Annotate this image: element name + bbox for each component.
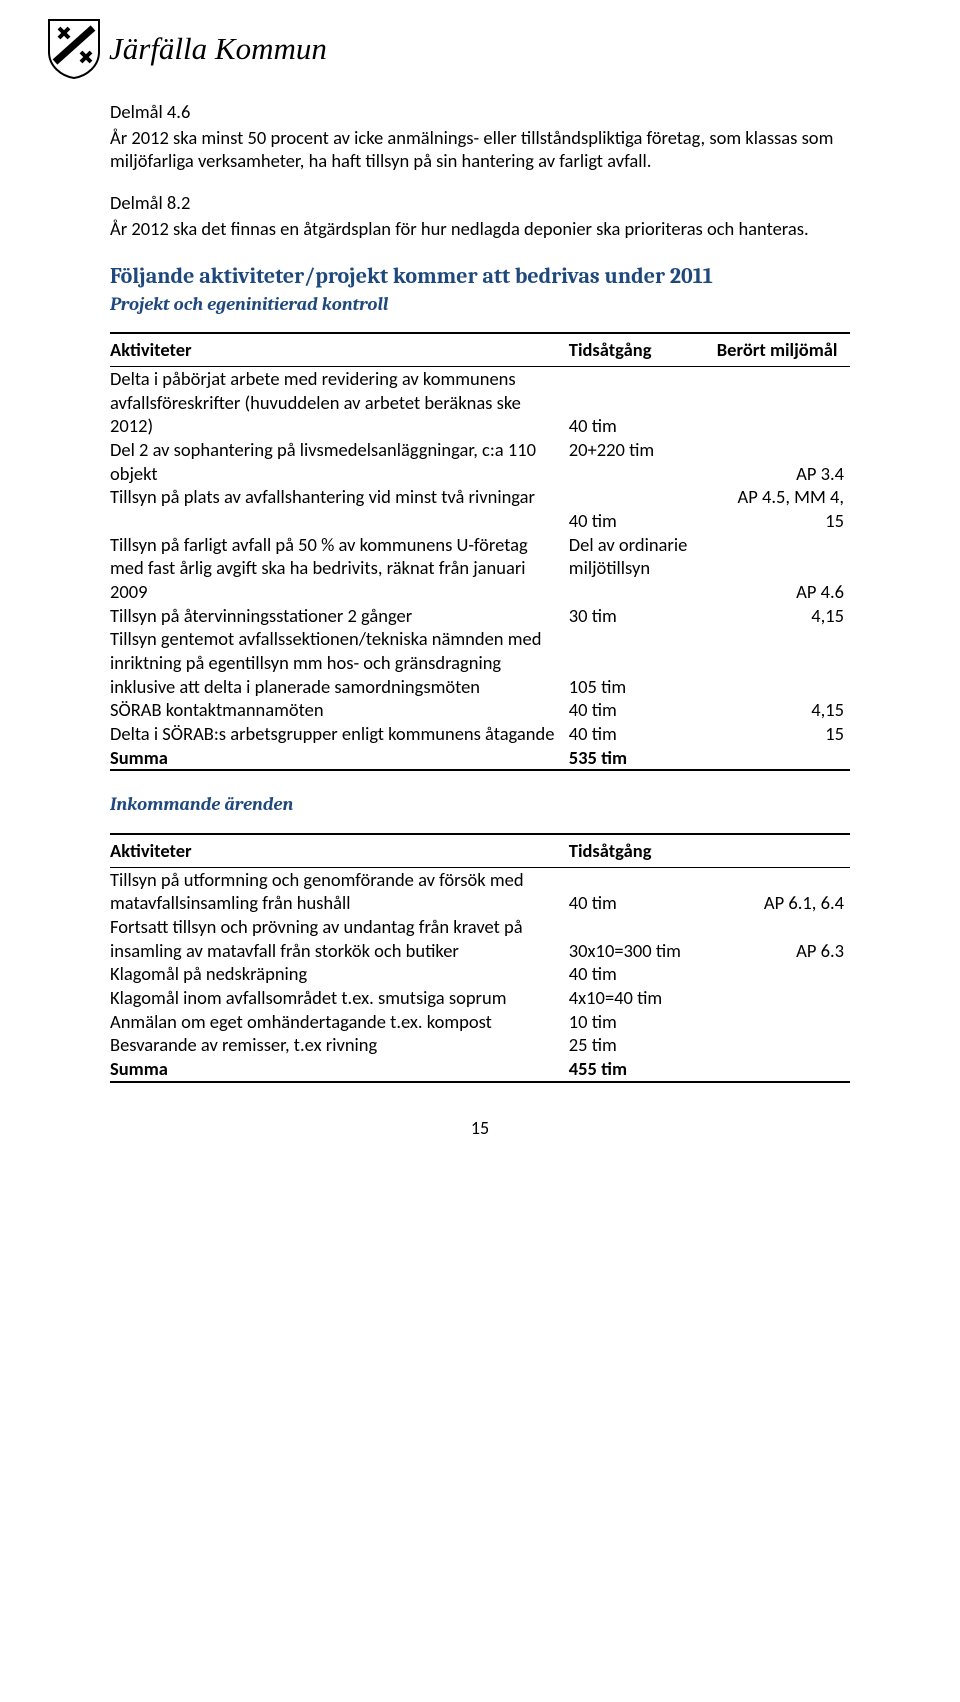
cell: AP 6.1, 6.4 [717, 867, 850, 915]
cell [717, 962, 850, 986]
cell: Fortsatt tillsyn och prövning av undanta… [110, 915, 569, 962]
logo-text: Järfälla Kommun [109, 31, 327, 67]
cell: Tillsyn på plats av avfallshantering vid… [110, 485, 569, 532]
cell [717, 1010, 850, 1034]
cell: 105 tim [569, 627, 717, 698]
cell: Summa [110, 1057, 569, 1082]
cell: AP 6.3 [717, 915, 850, 962]
table-row: Tillsyn på farligt avfall på 50 % av kom… [110, 533, 850, 604]
cell [717, 1057, 850, 1082]
cell: 40 tim [569, 722, 717, 746]
cell: Tillsyn på farligt avfall på 50 % av kom… [110, 533, 569, 604]
cell [717, 627, 850, 698]
cell: Delta i påbörjat arbete med revidering a… [110, 366, 569, 438]
cell: 40 tim [569, 962, 717, 986]
subheading-1: Projekt och egeninitierad kontroll [110, 293, 850, 317]
table-row: Klagomål på nedskräpning 40 tim [110, 962, 850, 986]
cell: AP 4.5, MM 4, 15 [717, 485, 850, 532]
cell: 10 tim [569, 1010, 717, 1034]
cell [717, 986, 850, 1010]
delmal-82-heading: Delmål 8.2 [110, 191, 850, 215]
table-header: Aktiviteter [110, 333, 569, 366]
municipality-logo: Järfälla Kommun [45, 18, 327, 80]
cell: SÖRAB kontaktmannamöten [110, 698, 569, 722]
cell: 25 tim [569, 1033, 717, 1057]
table-header: Aktiviteter [110, 834, 569, 867]
page-number: 15 [110, 1117, 850, 1140]
table-row: Klagomål inom avfallsområdet t.ex. smuts… [110, 986, 850, 1010]
table-row: Delta i SÖRAB:s arbetsgrupper enligt kom… [110, 722, 850, 746]
activities-table-2: Aktiviteter Tidsåtgång Tillsyn på utform… [110, 833, 850, 1083]
delmal-82-text: År 2012 ska det finnas en åtgärdsplan fö… [110, 217, 850, 241]
table-row: SÖRAB kontaktmannamöten 40 tim 4,15 [110, 698, 850, 722]
cell: AP 3.4 [717, 438, 850, 485]
table-row: Tillsyn på plats av avfallshantering vid… [110, 485, 850, 532]
cell: Tillsyn på utformning och genomförande a… [110, 867, 569, 915]
table-header [717, 834, 850, 867]
cell: 4,15 [717, 698, 850, 722]
cell [717, 1033, 850, 1057]
subheading-2: Inkommande ärenden [110, 793, 850, 817]
cell: 535 tim [569, 746, 717, 771]
shield-icon [45, 18, 103, 80]
table-row: Besvarande av remisser, t.ex rivning 25 … [110, 1033, 850, 1057]
page: Järfälla Kommun Delmål 4.6 År 2012 ska m… [0, 0, 960, 1180]
cell: Del av ordinarie miljötillsyn [569, 533, 717, 604]
cell: Tillsyn på återvinningsstationer 2 gånge… [110, 604, 569, 628]
cell: Anmälan om eget omhändertagande t.ex. ko… [110, 1010, 569, 1034]
table-row: Tillsyn på återvinningsstationer 2 gånge… [110, 604, 850, 628]
activities-table-1: Aktiviteter Tidsåtgång Berört miljömål D… [110, 332, 850, 771]
table-row: Del 2 av sophantering på livsmedelsanläg… [110, 438, 850, 485]
cell: Del 2 av sophantering på livsmedelsanläg… [110, 438, 569, 485]
table-row: Tillsyn gentemot avfallssektionen/teknis… [110, 627, 850, 698]
cell: AP 4.6 [717, 533, 850, 604]
table-row: Fortsatt tillsyn och prövning av undanta… [110, 915, 850, 962]
cell: 455 tim [569, 1057, 717, 1082]
cell: 40 tim [569, 698, 717, 722]
table-header: Tidsåtgång [569, 333, 717, 366]
cell: 20+220 tim [569, 438, 717, 485]
cell: 40 tim [569, 366, 717, 438]
cell: 4x10=40 tim [569, 986, 717, 1010]
cell: 40 tim [569, 485, 717, 532]
cell: Klagomål inom avfallsområdet t.ex. smuts… [110, 986, 569, 1010]
table-row: Tillsyn på utformning och genomförande a… [110, 867, 850, 915]
document-body: Delmål 4.6 År 2012 ska minst 50 procent … [110, 100, 850, 1140]
table-row-summary: Summa 455 tim [110, 1057, 850, 1082]
cell: 4,15 [717, 604, 850, 628]
cell [717, 746, 850, 771]
cell: Summa [110, 746, 569, 771]
cell: 15 [717, 722, 850, 746]
cell: Besvarande av remisser, t.ex rivning [110, 1033, 569, 1057]
table-header: Tidsåtgång [569, 834, 717, 867]
table-row-summary: Summa 535 tim [110, 746, 850, 771]
cell: Tillsyn gentemot avfallssektionen/teknis… [110, 627, 569, 698]
cell: 30x10=300 tim [569, 915, 717, 962]
cell: Delta i SÖRAB:s arbetsgrupper enligt kom… [110, 722, 569, 746]
cell: 30 tim [569, 604, 717, 628]
delmal-46-heading: Delmål 4.6 [110, 100, 850, 124]
section-heading: Följande aktiviteter/projekt kommer att … [110, 262, 850, 290]
cell [717, 366, 850, 438]
delmal-46-text: År 2012 ska minst 50 procent av icke anm… [110, 126, 850, 173]
cell: Klagomål på nedskräpning [110, 962, 569, 986]
table-row: Anmälan om eget omhändertagande t.ex. ko… [110, 1010, 850, 1034]
table-header: Berört miljömål [717, 333, 850, 366]
table-row: Delta i påbörjat arbete med revidering a… [110, 366, 850, 438]
cell: 40 tim [569, 867, 717, 915]
